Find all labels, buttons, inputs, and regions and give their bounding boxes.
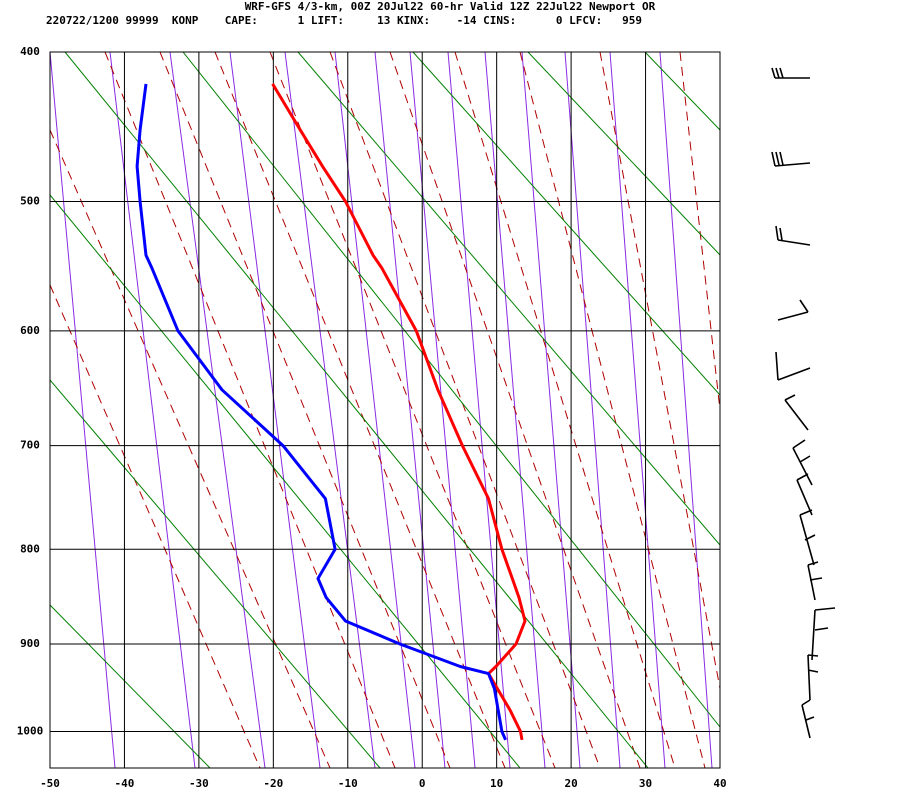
y-tick-label: 800 bbox=[20, 542, 40, 555]
x-tick-label: 20 bbox=[564, 777, 577, 790]
x-tick-label: -40 bbox=[115, 777, 135, 790]
chart-title: WRF-GFS 4/3-km, 00Z 20Jul22 60-hr Valid … bbox=[245, 0, 656, 13]
x-tick-label: -20 bbox=[263, 777, 283, 790]
chart-subtitle: 220722/1200 99999 KONP CAPE: 1 LIFT: 13 … bbox=[46, 14, 642, 27]
x-tick-label: -10 bbox=[338, 777, 358, 790]
y-tick-label: 700 bbox=[20, 439, 40, 452]
y-tick-label: 1000 bbox=[17, 724, 44, 737]
x-tick-label: 10 bbox=[490, 777, 503, 790]
background-lines bbox=[50, 52, 720, 768]
mixing-ratio-lines bbox=[50, 52, 713, 768]
x-tick-label: 40 bbox=[713, 777, 726, 790]
profile-line bbox=[135, 83, 507, 741]
wind-barbs bbox=[771, 67, 836, 739]
profile-line bbox=[271, 83, 527, 741]
x-tick-label: -50 bbox=[40, 777, 60, 790]
x-tick-label: 0 bbox=[419, 777, 426, 790]
dry-adiabats bbox=[50, 52, 720, 768]
y-tick-label: 500 bbox=[20, 194, 40, 207]
y-tick-label: 600 bbox=[20, 324, 40, 337]
x-tick-label: 30 bbox=[639, 777, 652, 790]
moist-adiabats bbox=[50, 52, 720, 768]
y-tick-label: 900 bbox=[20, 637, 40, 650]
y-tick-label: 400 bbox=[20, 45, 40, 58]
x-tick-label: -30 bbox=[189, 777, 209, 790]
